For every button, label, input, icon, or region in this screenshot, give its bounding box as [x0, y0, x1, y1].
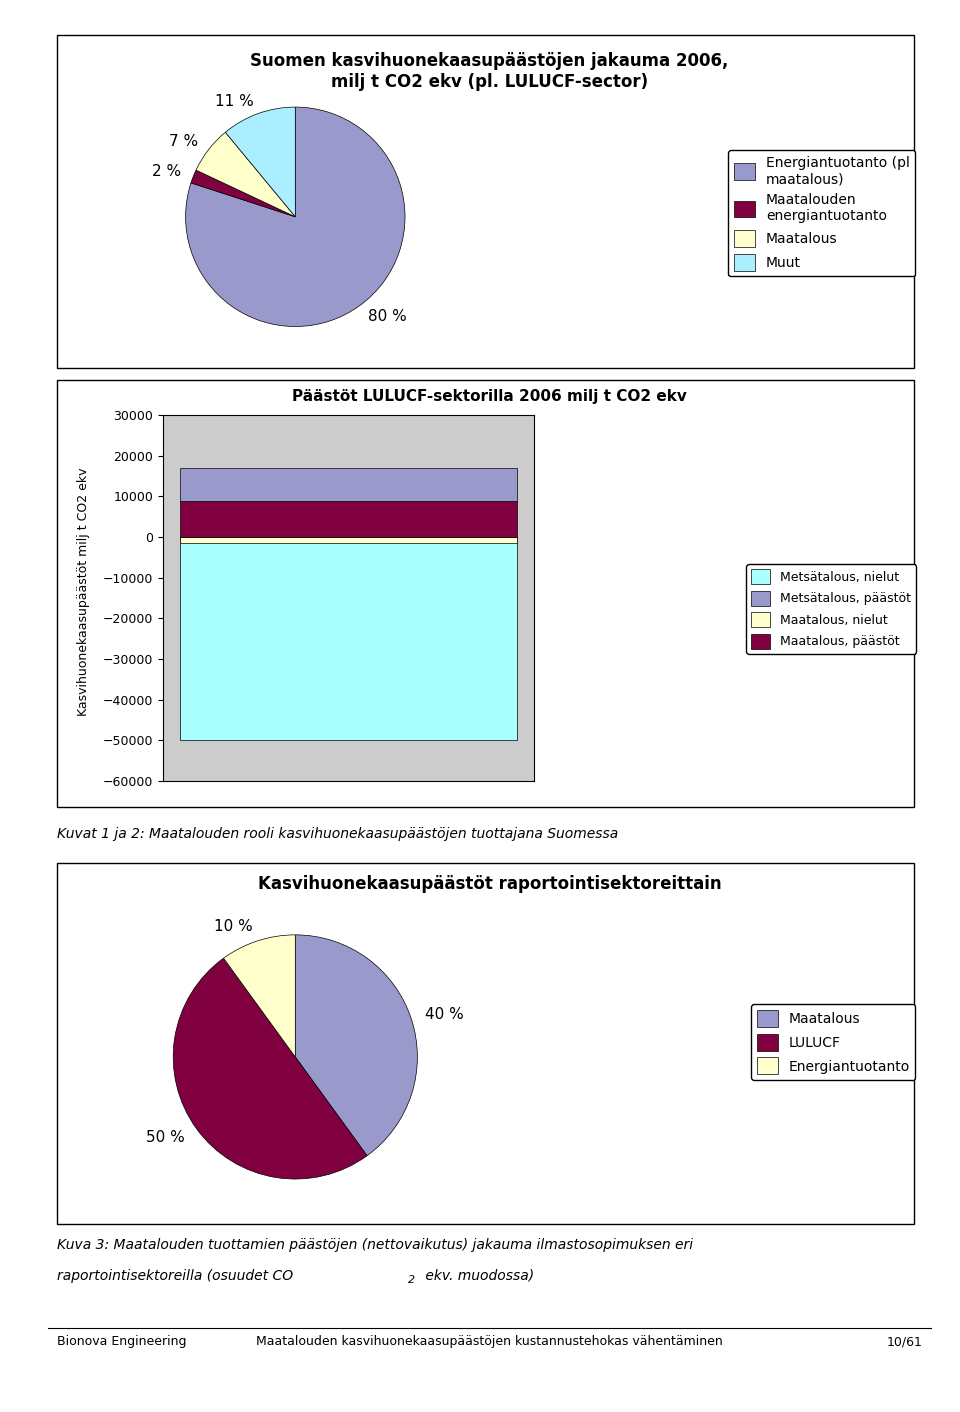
Text: Maatalouden kasvihuonekaasupäästöjen kustannustehokas vähentäminen: Maatalouden kasvihuonekaasupäästöjen kus… — [256, 1336, 723, 1348]
Text: 2: 2 — [408, 1275, 416, 1285]
Text: Bionova Engineering: Bionova Engineering — [57, 1336, 186, 1348]
Text: Kasvihuonekaasupäästöt raportointisektoreittain: Kasvihuonekaasupäästöt raportointisektor… — [258, 874, 721, 892]
Text: raportointisektoreilla (osuudet CO: raportointisektoreilla (osuudet CO — [57, 1269, 293, 1284]
Text: Kuvat 1 ja 2: Maatalouden rooli kasvihuonekaasupäästöjen tuottajana Suomessa: Kuvat 1 ja 2: Maatalouden rooli kasvihuo… — [57, 827, 618, 842]
FancyBboxPatch shape — [57, 35, 914, 367]
Text: Päästöt LULUCF-sektorilla 2006 milj t CO2 ekv: Päästöt LULUCF-sektorilla 2006 milj t CO… — [292, 388, 687, 404]
Legend: Energiantuotanto (pl
maatalous), Maatalouden
energiantuotanto, Maatalous, Muut: Energiantuotanto (pl maatalous), Maatalo… — [729, 150, 916, 277]
FancyBboxPatch shape — [57, 863, 914, 1224]
Text: Kasvihuonekaasupäästöt milj t CO2 ekv: Kasvihuonekaasupäästöt milj t CO2 ekv — [77, 467, 90, 716]
Legend: Metsätalous, nielut, Metsätalous, päästöt, Maatalous, nielut, Maatalous, päästöt: Metsätalous, nielut, Metsätalous, päästö… — [746, 565, 916, 654]
Text: ekv. muodossa): ekv. muodossa) — [420, 1269, 534, 1284]
Text: Kuva 3: Maatalouden tuottamien päästöjen (nettovaikutus) jakauma ilmastosopimuks: Kuva 3: Maatalouden tuottamien päästöjen… — [57, 1238, 693, 1252]
Legend: Maatalous, LULUCF, Energiantuotanto: Maatalous, LULUCF, Energiantuotanto — [751, 1004, 916, 1080]
Text: 10/61: 10/61 — [886, 1336, 923, 1348]
FancyBboxPatch shape — [57, 380, 914, 808]
Text: Suomen kasvihuonekaasupäästöjen jakauma 2006,
milj t CO2 ekv (pl. LULUCF-sector): Suomen kasvihuonekaasupäästöjen jakauma … — [251, 52, 729, 90]
